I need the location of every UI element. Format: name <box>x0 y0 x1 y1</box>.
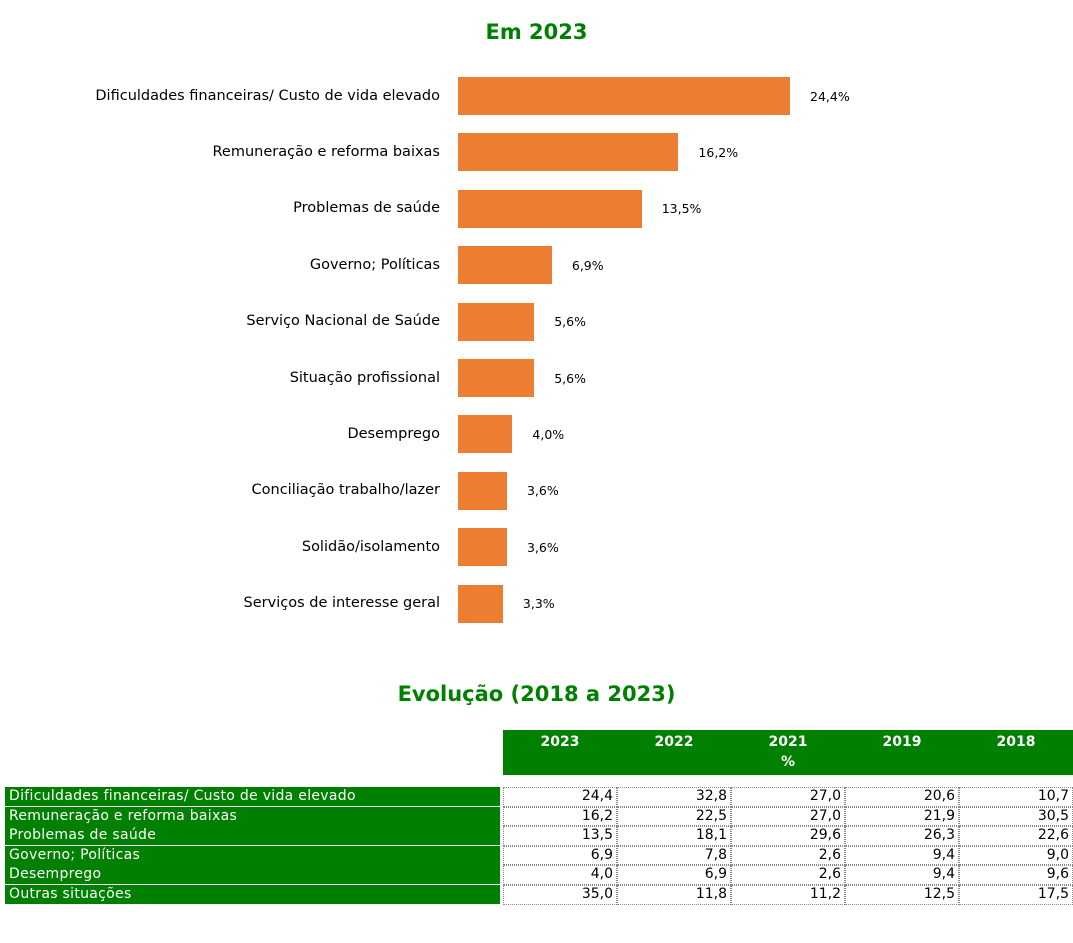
table-cell: 30,5 <box>959 806 1073 827</box>
table-cell: 7,8 <box>617 845 731 866</box>
category-label: Situação profissional <box>289 369 440 386</box>
category-label: Remuneração e reforma baixas <box>212 143 441 160</box>
category-label: Dificuldades financeiras/ Custo de vida … <box>95 87 440 104</box>
row-label: Remuneração e reforma baixas <box>5 806 500 826</box>
value-label: 3,3% <box>522 596 555 612</box>
value-label: 3,6% <box>526 539 559 555</box>
table-cell: 24,4 <box>503 787 617 807</box>
value-label: 5,6% <box>554 370 586 386</box>
category-label: Problemas de saúde <box>293 200 440 217</box>
table-cell: 35,0 <box>503 885 617 905</box>
table-cell: 4,0 <box>503 865 617 885</box>
table-header: 2018 <box>959 730 1073 775</box>
bar <box>458 528 507 567</box>
category-label: Serviço Nacional de Saúde <box>246 313 440 330</box>
table-header: 2019 <box>845 730 959 775</box>
value-label: 4,0% <box>532 426 565 442</box>
table-cell: 9,0 <box>959 845 1073 866</box>
table-cell: 2,6 <box>731 865 845 885</box>
table-cell: 29,6 <box>731 826 845 846</box>
table-title: Evolução (2018 a 2023) <box>397 682 676 706</box>
bar <box>458 302 535 341</box>
bar <box>458 133 679 172</box>
category-label: Serviços de interesse geral <box>243 595 440 612</box>
table-cell: 27,0 <box>731 806 845 827</box>
table-unit: % <box>780 754 796 770</box>
row-label: Desemprego <box>5 865 500 885</box>
table-cell: 6,9 <box>617 865 731 885</box>
table-cell: 32,8 <box>617 787 731 807</box>
row-label: Outras situações <box>5 885 500 904</box>
table-cell: 6,9 <box>503 845 617 866</box>
row-label: Governo; Políticas <box>5 845 500 865</box>
table-cell: 11,2 <box>731 885 845 905</box>
table-cell: 20,6 <box>845 787 959 807</box>
category-label: Governo; Políticas <box>309 256 440 273</box>
table-cell: 12,5 <box>845 885 959 905</box>
bar <box>458 471 507 510</box>
category-label: Desemprego <box>347 425 440 442</box>
value-label: 3,6% <box>526 483 559 499</box>
row-label: Dificuldades financeiras/ Custo de vida … <box>5 787 500 806</box>
bar <box>458 246 552 285</box>
value-label: 13,5% <box>661 201 702 217</box>
value-label: 24,4% <box>810 88 850 104</box>
table-cell: 26,3 <box>845 826 959 846</box>
category-label: Conciliação trabalho/lazer <box>251 482 440 499</box>
table-cell: 2,6 <box>731 845 845 866</box>
table-header: 2023 <box>503 730 617 775</box>
table-cell: 22,6 <box>959 826 1073 846</box>
table-cell: 21,9 <box>845 806 959 827</box>
table-cell: 9,6 <box>959 865 1073 885</box>
value-label: 16,2% <box>698 144 739 160</box>
value-label: 6,9% <box>571 257 604 273</box>
bar <box>458 415 513 454</box>
value-label: 5,6% <box>554 314 586 330</box>
bar <box>458 359 535 397</box>
table-cell: 17,5 <box>959 885 1073 905</box>
table-cell: 13,5 <box>503 826 617 846</box>
table-cell: 11,8 <box>617 885 731 905</box>
table-cell: 16,2 <box>503 806 617 827</box>
table-cell: 27,0 <box>731 787 845 807</box>
table-cell: 18,1 <box>617 826 731 846</box>
table-cell: 9,4 <box>845 865 959 885</box>
category-label: Solidão/isolamento <box>301 538 440 555</box>
table-cell: 9,4 <box>845 845 959 866</box>
table-cell: 10,7 <box>959 787 1073 807</box>
row-label: Problemas de saúde <box>5 826 500 846</box>
chart-title: Em 2023 <box>485 20 588 44</box>
table-header: 2022 <box>617 730 731 775</box>
table-cell: 22,5 <box>617 806 731 827</box>
bar <box>458 584 503 623</box>
bar <box>458 77 790 115</box>
table-header: 2021 <box>731 730 845 775</box>
bar <box>458 189 642 228</box>
